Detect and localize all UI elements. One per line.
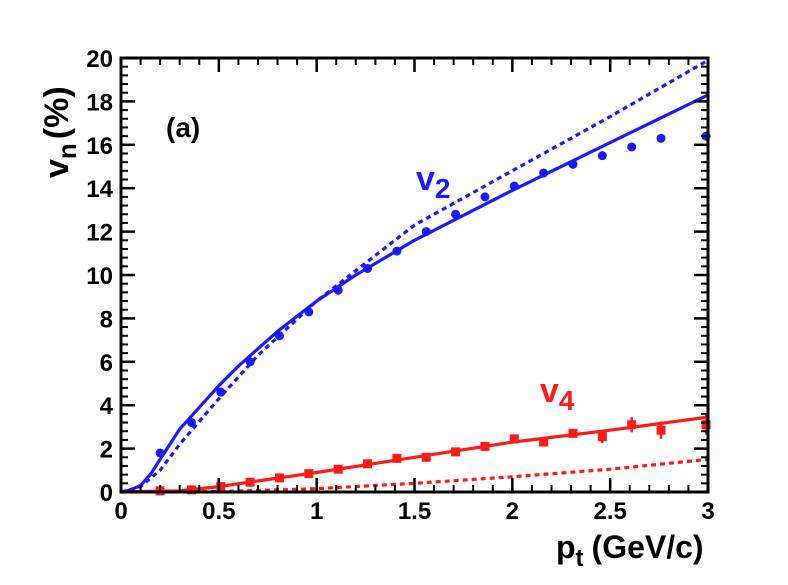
data-point (656, 425, 666, 435)
data-point (392, 453, 402, 463)
y-tick-label: 8 (100, 306, 113, 333)
v2-series-label-sub: 2 (435, 173, 451, 204)
x-tick-label: 0 (114, 498, 127, 525)
x-tick-label: 2.5 (593, 498, 626, 525)
x-axis-title-units: (GeV/c) (592, 529, 704, 565)
data-point (421, 452, 431, 462)
y-tick-label: 0 (100, 480, 113, 507)
data-point (509, 434, 519, 444)
y-axis-title: vn(%) (38, 86, 82, 178)
series-v2-model-solid (120, 93, 709, 494)
v2-series-label: v2 (416, 160, 451, 204)
x-tick-label: 1 (310, 498, 323, 525)
v4-series-label-sub: 4 (559, 385, 575, 416)
y-axis-title-units: (%) (38, 86, 76, 139)
y-tick-label: 20 (86, 46, 113, 73)
x-axis-title-sub: t (576, 545, 584, 572)
series-v2-model-dotted (120, 58, 709, 494)
y-axis-title-sub: n (52, 143, 82, 159)
data-point (701, 420, 711, 430)
model-curve-dotted (120, 58, 709, 494)
data-point (627, 420, 637, 430)
plot-frame (119, 56, 710, 494)
x-axis-title: pt (GeV/c) (556, 529, 704, 572)
y-tick-label: 4 (100, 393, 114, 420)
axes-layer (119, 56, 710, 494)
y-tick-label: 12 (86, 220, 113, 247)
x-tick-label: 2 (506, 498, 519, 525)
y-tick-label: 18 (86, 89, 113, 116)
ticks-layer: 0 2 4 6 8 10 12 14 16 18 20 0 0.5 1 1.5 2 2.5 3 (86, 46, 714, 525)
model-curve-dotted (120, 457, 709, 494)
series-layer (120, 58, 711, 496)
panel-label: (a) (166, 112, 200, 143)
series-v4-model-dotted (120, 457, 709, 494)
data-point (627, 142, 637, 152)
y-tick-label: 2 (100, 437, 113, 464)
model-curve-solid (120, 93, 709, 494)
y-tick-label: 16 (86, 133, 113, 160)
y-tick-label: 14 (86, 176, 113, 203)
data-point (539, 437, 549, 447)
v4-series-label: v4 (540, 372, 575, 416)
y-tick-label: 10 (86, 263, 113, 290)
data-point (597, 151, 607, 161)
data-point (656, 133, 666, 143)
data-point (597, 432, 607, 442)
x-tick-label: 3 (701, 498, 714, 525)
y-tick-label: 6 (100, 350, 113, 377)
x-tick-label: 0.5 (202, 498, 235, 525)
data-point (480, 192, 490, 202)
x-tick-label: 1.5 (398, 498, 431, 525)
